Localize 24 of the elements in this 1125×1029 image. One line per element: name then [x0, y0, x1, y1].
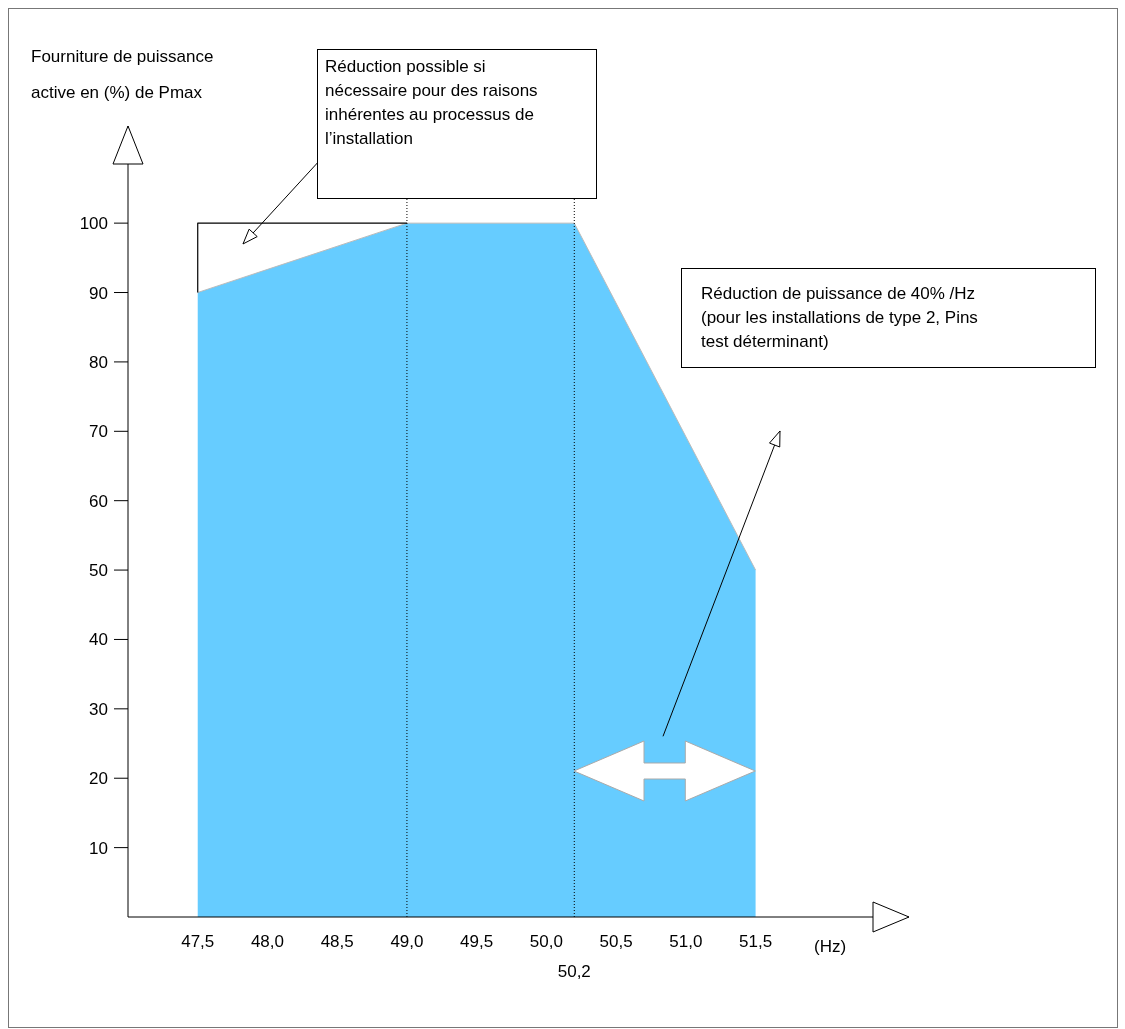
x-tick-label: 48,0	[250, 932, 285, 952]
annotation: Réduction de puissance de 40% /Hz (pour les installations de type 2, Pins test déterminant)	[701, 283, 979, 353]
x-tick-label: 50,5	[599, 932, 633, 952]
y-tick-label: 10	[89, 838, 108, 858]
x-tick-label: 51,0	[669, 932, 703, 952]
y-tick-label: 80	[89, 352, 108, 372]
y-axis-title: Fourniture de puissance active en (%) de Pmax	[31, 46, 215, 104]
y-tick-label: 20	[89, 769, 108, 789]
y-tick-label: 100	[79, 214, 108, 234]
x-tick-label: 49,0	[390, 932, 424, 952]
x-tick-label: 50,0	[529, 932, 563, 952]
y-tick-label: 90	[89, 283, 108, 303]
y-tick-label: 70	[89, 422, 108, 442]
y-tick-label: 30	[89, 699, 108, 719]
annotation: Réduction possible si nécessaire pour des raisons inhérentes au processus de l’installation	[325, 56, 539, 150]
x-tick-label: 47,5	[181, 932, 215, 952]
x-tick-label: 48,5	[320, 932, 354, 952]
y-tick-label: 60	[89, 491, 108, 511]
ref-line-label: 50,2	[557, 962, 591, 982]
x-tick-label: 51,5	[739, 932, 773, 952]
x-tick-label: 49,5	[460, 932, 494, 952]
x-axis-title: (Hz)	[814, 937, 848, 957]
y-tick-label: 50	[89, 561, 108, 581]
y-tick-label: 40	[89, 630, 108, 650]
